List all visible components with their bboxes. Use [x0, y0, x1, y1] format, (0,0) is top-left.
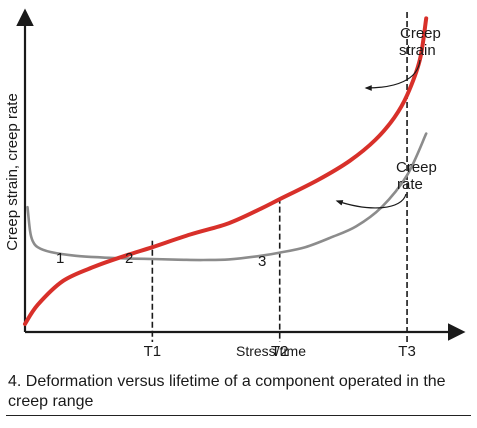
- figure-caption: 4. Deformation versus lifetime of a comp…: [8, 373, 446, 410]
- tick-label-t3: T3: [398, 343, 416, 360]
- annotation-rate-line2: rate: [397, 176, 423, 193]
- stage-label-2: 2: [125, 250, 133, 267]
- creep-chart: Creep strain, creep rate Stress/time T1 T…: [4, 8, 466, 360]
- creep-strain-line: [23, 16, 429, 326]
- creep-rate-line: [26, 132, 428, 262]
- annotation-strain-arrow: [364, 59, 421, 91]
- annotation-rate-line1: Creep: [396, 159, 437, 176]
- stage-label-3: 3: [258, 253, 266, 270]
- x-axis-label: Stress/time: [236, 343, 306, 359]
- x-tick-labels: T1 T2 T3: [144, 343, 416, 360]
- tick-label-t1: T1: [144, 343, 162, 360]
- tick-label-t2: T2: [271, 343, 289, 360]
- caption-rule: [6, 415, 471, 416]
- annotation-strain-line1: Creep: [400, 25, 441, 42]
- annotation-rate-arrow: [335, 193, 407, 209]
- annotation-strain-line2: strain: [399, 42, 436, 59]
- y-axis-label: Creep strain, creep rate: [4, 93, 21, 251]
- stage-label-1: 1: [56, 250, 64, 267]
- tick-guides: [151, 12, 408, 342]
